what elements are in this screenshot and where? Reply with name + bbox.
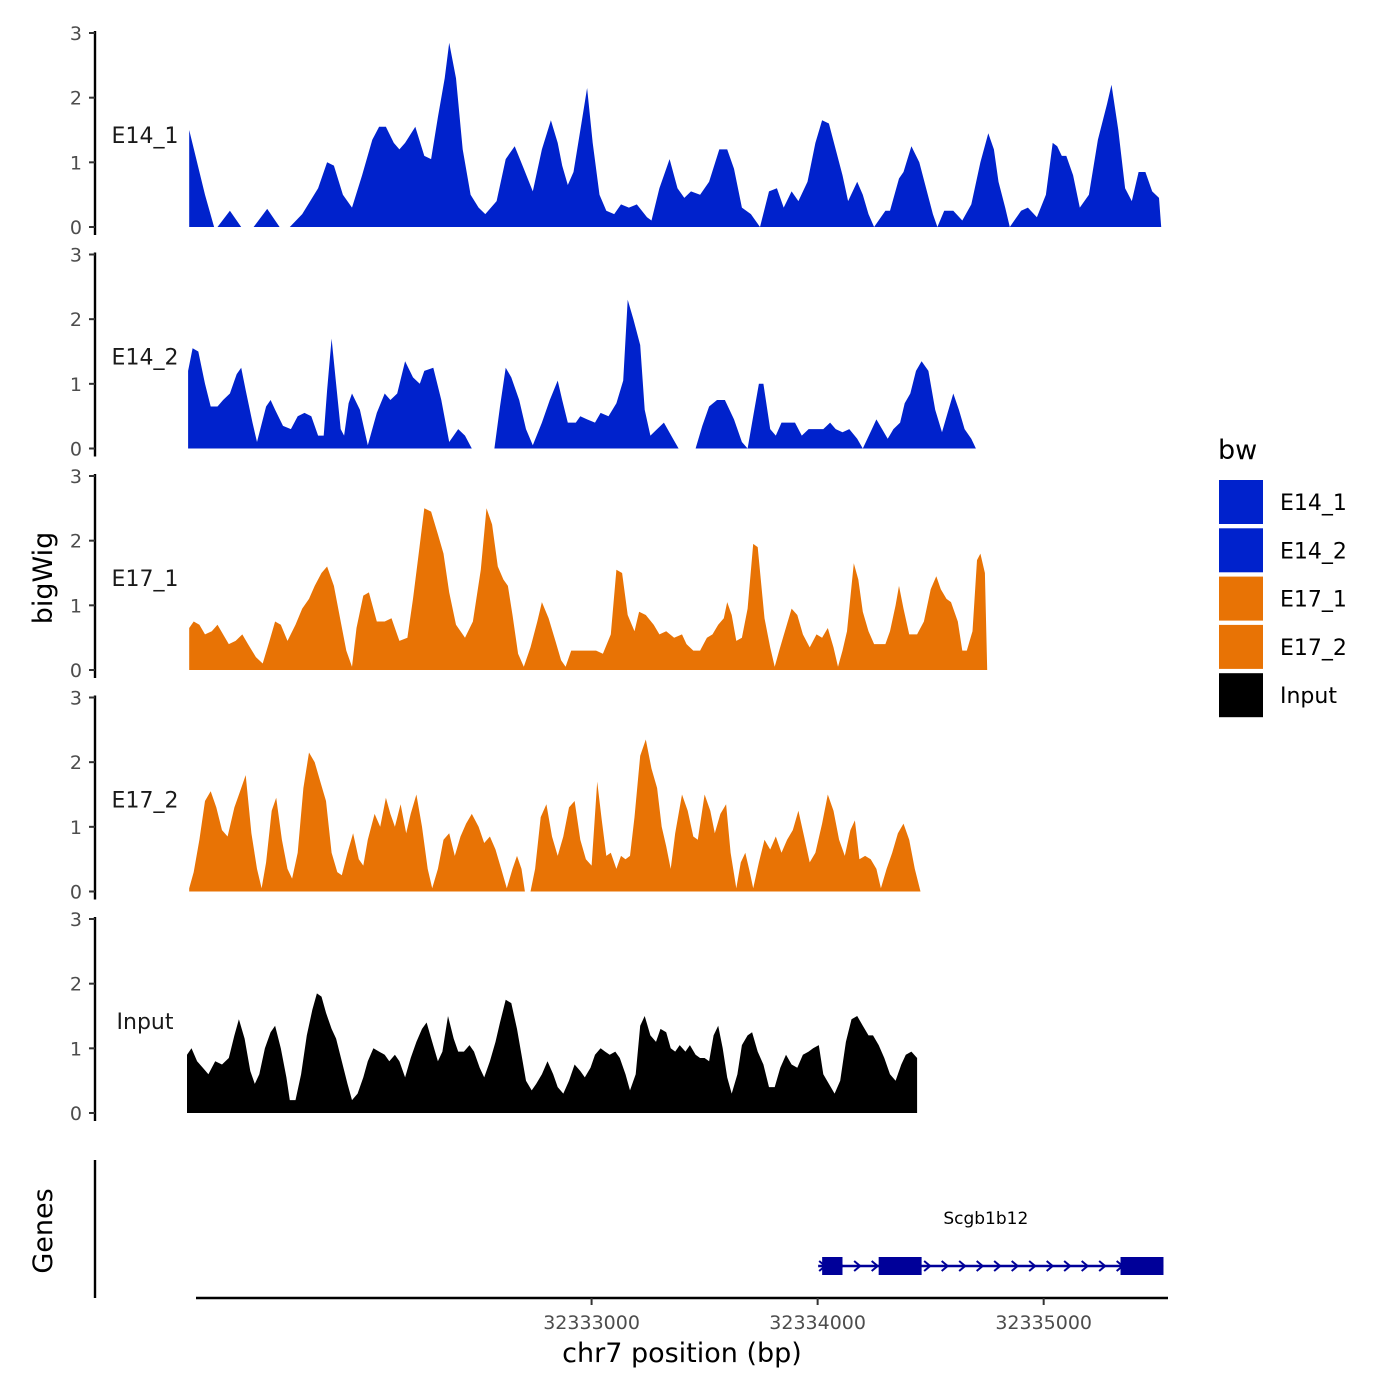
legend-key-E17_2 (1219, 624, 1263, 669)
strand-arrow (1046, 1260, 1055, 1272)
y-tick-label: 1 (70, 817, 82, 839)
strand-arrow (941, 1260, 950, 1272)
y-axis-title: bigWig (28, 532, 59, 625)
strand-arrow (871, 1260, 880, 1272)
y-tick-label: 1 (70, 595, 82, 617)
signal-area-E14_2 (188, 299, 976, 449)
y-tick-label: 3 (70, 909, 82, 931)
track-label-E17_2: E17_2 (112, 789, 179, 814)
strand-arrow (1011, 1260, 1020, 1272)
y-tick-label: 2 (70, 531, 82, 553)
x-tick-label: 32333000 (543, 1312, 640, 1334)
legend-key-Input (1219, 673, 1263, 718)
y-tick-label: 2 (70, 309, 82, 331)
track-panel-E14_2: 0 1 2 3 E14_2 (70, 245, 976, 461)
track-panel-Input: 0 1 2 3 Input (70, 909, 918, 1125)
y-tick-label: 3 (70, 245, 82, 267)
legend-key-E14_1 (1219, 480, 1263, 524)
legend-key-E17_1 (1219, 576, 1263, 621)
track-label-E14_2: E14_2 (112, 346, 179, 371)
y-tick-label: 3 (70, 23, 82, 45)
signal-area-E17_2 (189, 739, 924, 892)
y-tick-label: 1 (70, 1038, 82, 1060)
y-tick-label: 0 (70, 1103, 82, 1125)
track-panel-E17_2: 0 1 2 3 E17_2 (70, 688, 924, 904)
track-panel-E17_1: 0 1 2 3 E17_1 (70, 466, 988, 682)
legend-title: bw (1218, 435, 1257, 466)
signal-area-E14_1 (189, 42, 1162, 228)
gene-label: Scgb1b12 (943, 1209, 1028, 1229)
strand-arrow (853, 1260, 862, 1272)
legend-label-Input: Input (1280, 684, 1337, 709)
y-tick-label: 2 (70, 88, 82, 110)
y-tick-label: 1 (70, 152, 82, 174)
x-axis-title: chr7 position (bp) (562, 1338, 802, 1369)
gene-track: Scgb1b12 (93, 1160, 1164, 1298)
strand-arrow (993, 1260, 1002, 1272)
strand-arrow (976, 1260, 985, 1272)
legend-label-E17_1: E17_1 (1280, 588, 1347, 613)
y-tick-label: 2 (70, 974, 82, 996)
track-label-E14_1: E14_1 (112, 124, 179, 149)
y-tick-label: 0 (70, 217, 82, 239)
strand-arrow (1098, 1260, 1107, 1272)
y-tick-label: 3 (70, 466, 82, 488)
y-tick-label: 2 (70, 752, 82, 774)
strand-arrow (958, 1260, 967, 1272)
legend-label-E14_2: E14_2 (1280, 539, 1347, 564)
track-panel-E14_1: 0 1 2 3 E14_1 (70, 23, 1162, 239)
gene-exon (1120, 1257, 1164, 1275)
signal-area-E17_1 (189, 508, 988, 670)
x-tick-label: 32335000 (995, 1312, 1092, 1334)
legend-key-E14_2 (1219, 528, 1263, 573)
y-tick-label: 0 (70, 439, 82, 461)
signal-area-Input (187, 993, 918, 1113)
strand-arrow (1028, 1260, 1037, 1272)
track-label-Input: Input (117, 1010, 174, 1035)
y-tick-label: 1 (70, 374, 82, 396)
y-tick-label: 0 (70, 882, 82, 904)
legend-label-E17_2: E17_2 (1280, 636, 1347, 661)
y-tick-label: 3 (70, 688, 82, 710)
x-axis: 32333000 32334000 32335000 (196, 1296, 1168, 1334)
gene-exon (822, 1257, 843, 1275)
track-label-E17_1: E17_1 (112, 567, 179, 592)
x-tick-label: 32334000 (769, 1312, 866, 1334)
strand-arrow (1063, 1260, 1072, 1272)
gene-exon (878, 1257, 922, 1275)
legend: bw E14_1 E14_2 E17_1 E17_2 Input (1218, 435, 1347, 718)
y-tick-label: 0 (70, 660, 82, 682)
strand-arrow (1081, 1260, 1090, 1272)
legend-label-E14_1: E14_1 (1280, 491, 1347, 516)
signal-tracks: 0 1 2 3 E14_1 0 1 2 3 E14_2 0 1 2 3 E17_1 0 1 2 3 E17_2 0 1 2 3… (70, 23, 1162, 1125)
strand-arrow (923, 1260, 932, 1272)
genes-axis-title: Genes (28, 1188, 59, 1273)
